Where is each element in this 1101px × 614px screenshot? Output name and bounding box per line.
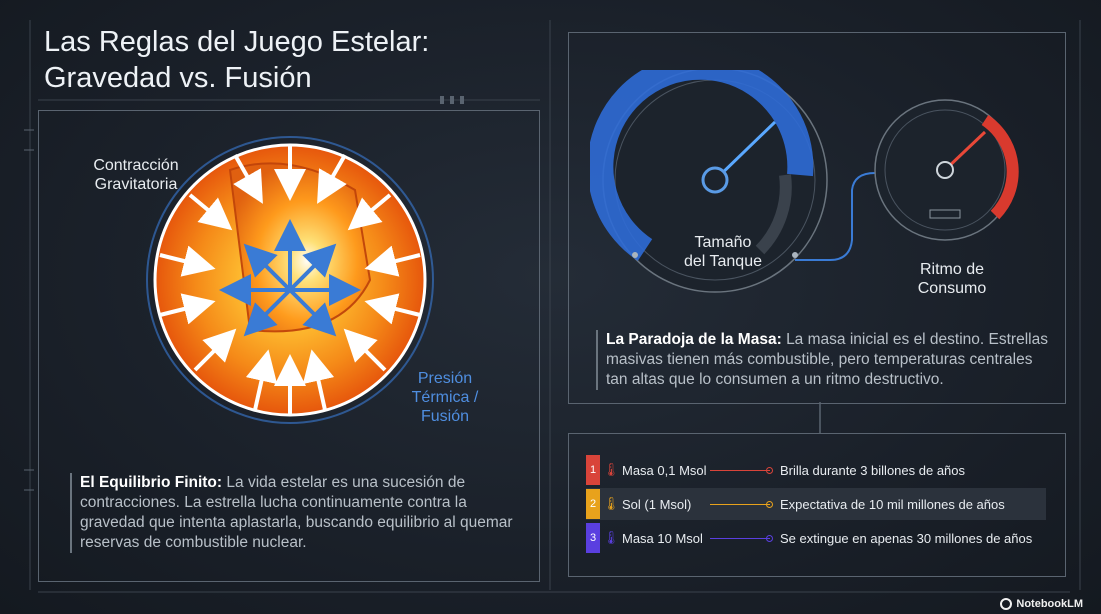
equilibrium-text: El Equilibrio Finito: La vida estelar es…: [70, 473, 520, 553]
mass-table-panel: [568, 433, 1066, 577]
equilibrium-heading: El Equilibrio Finito:: [80, 474, 223, 491]
thermometer-icon: 🌡: [602, 496, 620, 511]
mass-paradox-heading: La Paradoja de la Masa:: [606, 331, 782, 348]
pressure-label: Presión Térmica / Fusión: [411, 370, 479, 425]
mass-paradox-panel: [568, 32, 1066, 404]
notebooklm-logo-icon: [1000, 598, 1013, 610]
title-line-1: Las Reglas del Juego Estelar:: [44, 26, 430, 58]
mass-paradox-text: La Paradoja de la Masa: La masa inicial …: [596, 330, 1056, 390]
gauges-diagram: [590, 70, 1019, 293]
thermometer-icon: 🌡: [602, 530, 620, 545]
page-title: Las Reglas del Juego Estelar: Gravedad v…: [44, 24, 429, 96]
row-connector: [710, 466, 773, 474]
title-line-2: Gravedad vs. Fusión: [44, 62, 312, 94]
consumption-rate-label: Ritmo de Consumo: [917, 261, 987, 297]
gravity-label: Contracción Gravitatoria: [93, 157, 179, 193]
brand-badge: NotebookLM: [1000, 598, 1083, 610]
mass-paradox-body: La masa inicial es el destino. Estrellas…: [606, 331, 1048, 388]
row-connector: [710, 534, 773, 542]
table-row: 3 🌡 Masa 10 Msol Se extingue en apenas 3…: [586, 522, 1046, 554]
row-connector: [710, 500, 773, 508]
tank-size-label: Tamaño del Tanque: [684, 234, 762, 270]
table-row: 2 🌡 Sol (1 Msol) Expectativa de 10 mil m…: [586, 488, 1046, 520]
equilibrium-panel: [38, 110, 540, 582]
thermometer-icon: 🌡: [602, 462, 620, 477]
star-diagram: [146, 136, 434, 424]
equilibrium-body: La vida estelar es una sucesión de contr…: [80, 474, 513, 551]
table-row: 1 🌡 Masa 0,1 Msol Brilla durante 3 billo…: [586, 454, 1046, 486]
